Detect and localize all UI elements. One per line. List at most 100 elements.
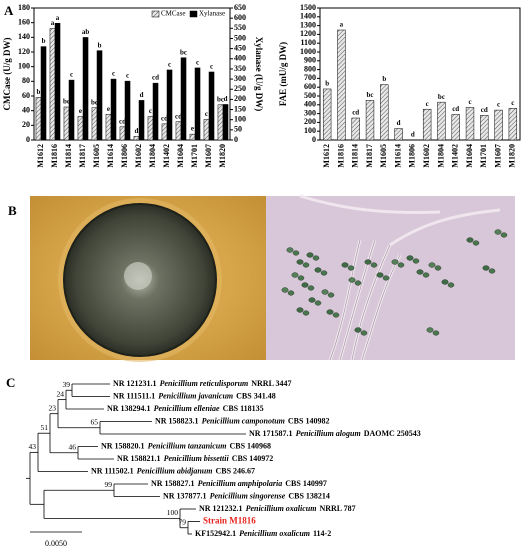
spore xyxy=(422,272,430,278)
significance-letter: bc xyxy=(438,93,445,101)
x-tick-label: M1804 xyxy=(436,144,445,168)
scale-label: 0.0050 xyxy=(45,539,67,548)
significance-letter: b xyxy=(98,41,102,49)
leaf-strain: DAOMC 250543 xyxy=(364,429,421,438)
significance-letter: cd xyxy=(152,74,159,82)
spore xyxy=(341,262,349,268)
bar xyxy=(422,108,432,141)
y-tick-label: 400 xyxy=(304,100,316,109)
photo-micrograph xyxy=(266,194,515,361)
y-axis-label: FAE (mU/g DW) xyxy=(278,42,288,106)
y2-tick-label: 100 xyxy=(234,115,246,124)
bar xyxy=(465,107,475,141)
y-tick-label: 1000 xyxy=(300,47,316,56)
bar xyxy=(380,84,389,141)
spore xyxy=(332,312,340,318)
spore xyxy=(302,262,310,268)
bar xyxy=(119,126,126,141)
significance-letter: d xyxy=(397,119,401,127)
bootstrap-value: 43 xyxy=(29,442,37,451)
y2-tick-label: 200 xyxy=(234,94,246,103)
bar xyxy=(152,82,159,141)
leaf-strain: NRRL 787 xyxy=(319,504,355,513)
y-tick-label: 1100 xyxy=(300,38,316,47)
spore xyxy=(354,280,362,286)
y-tick-label: 1400 xyxy=(300,12,316,21)
y2-tick-label: 350 xyxy=(234,64,246,73)
leaf-species: Penicillium oxalicum xyxy=(239,529,310,538)
leaf-strain: 114-2 xyxy=(313,529,331,538)
leaf-species: Penicillium bissettii xyxy=(164,454,230,463)
bar xyxy=(105,114,112,141)
y-tick-label: 1500 xyxy=(300,3,316,12)
leaf-strain: NRRL 3447 xyxy=(251,379,291,388)
bootstrap-value: 24 xyxy=(57,389,65,398)
significance-letter: b xyxy=(37,88,41,96)
significance-letter: b xyxy=(325,80,329,88)
y2-tick-label: 550 xyxy=(234,23,246,32)
leaf-accession: NR 111502.1 xyxy=(91,466,134,475)
leaf-label: NR 158823.1 Penicillium camponotum CBS 140… xyxy=(155,416,329,425)
spore xyxy=(441,279,449,285)
significance-letter: cd xyxy=(119,117,126,125)
panel-label: B xyxy=(8,203,17,218)
x-tick-label: M1607 xyxy=(493,144,502,168)
leaf-species: Penicillium reticulisporum xyxy=(160,379,249,388)
bar xyxy=(180,57,187,141)
y2-tick-label: 300 xyxy=(234,74,246,83)
spore xyxy=(406,255,414,261)
x-tick-label: M1816 xyxy=(336,144,345,168)
bar xyxy=(222,104,229,141)
y2-tick-label: 600 xyxy=(234,13,246,22)
leaf-label: NR 111502.1 Penicillium abidjanum CBS 246.… xyxy=(91,466,255,475)
bar xyxy=(194,67,201,141)
y-tick-label: 180 xyxy=(18,3,30,12)
bar xyxy=(161,123,168,141)
bar xyxy=(437,101,446,141)
photo-colony xyxy=(30,196,266,362)
x-tick-label: M1806 xyxy=(120,144,129,168)
leaf-accession: NR 158821.1 xyxy=(117,454,161,463)
significance-letter: bc xyxy=(367,91,374,99)
leaf-strain: CBS 140968 xyxy=(229,441,271,450)
y2-tick-label: 250 xyxy=(234,84,246,93)
x-tick-label: M1605 xyxy=(92,144,101,168)
y-tick-label: 900 xyxy=(304,56,316,65)
significance-letter: c xyxy=(168,61,171,69)
x-tick-label: M1817 xyxy=(78,144,87,168)
spore xyxy=(466,237,474,243)
panel-label: C xyxy=(6,375,15,390)
bar xyxy=(147,116,154,141)
significance-letter: c xyxy=(468,98,471,106)
spore xyxy=(500,232,508,238)
spore xyxy=(364,259,372,265)
spore xyxy=(426,327,434,333)
spore xyxy=(376,272,384,278)
significance-letter: c xyxy=(426,100,429,108)
spore xyxy=(297,275,305,281)
y-axis-label: CMCase (U/g DW) xyxy=(2,38,12,111)
bar xyxy=(110,78,117,141)
x-tick-label: M1614 xyxy=(106,144,115,168)
y2-tick-label: 400 xyxy=(234,54,246,63)
x-tick-label: M1820 xyxy=(508,144,517,168)
leaf-accession: NR 137877.1 xyxy=(163,491,207,500)
spore xyxy=(360,330,368,336)
leaf-species: Penicillium abidjanum xyxy=(137,466,213,475)
leaf-species: Penicillium amphipolaria xyxy=(198,479,283,488)
leaf-accession: NR 111511.1 xyxy=(113,391,155,400)
legend-swatch xyxy=(151,10,160,18)
bootstrap-value: 65 xyxy=(91,417,99,426)
y-tick-label: 0 xyxy=(26,135,30,144)
leaf-species: Penicillium camponotum xyxy=(202,416,285,425)
x-tick-label: M1602 xyxy=(422,144,431,168)
leaf-label: NR 138294.1 Penicillium elleniae CBS 11813… xyxy=(107,404,264,413)
plot-frame xyxy=(33,7,231,141)
leaf-label: KF152942.1 Penicillium oxalicum 114-2 xyxy=(195,529,331,538)
significance-letter: a xyxy=(56,14,60,22)
spore xyxy=(391,259,399,265)
spore xyxy=(412,258,420,264)
significance-letter: e xyxy=(107,105,110,113)
